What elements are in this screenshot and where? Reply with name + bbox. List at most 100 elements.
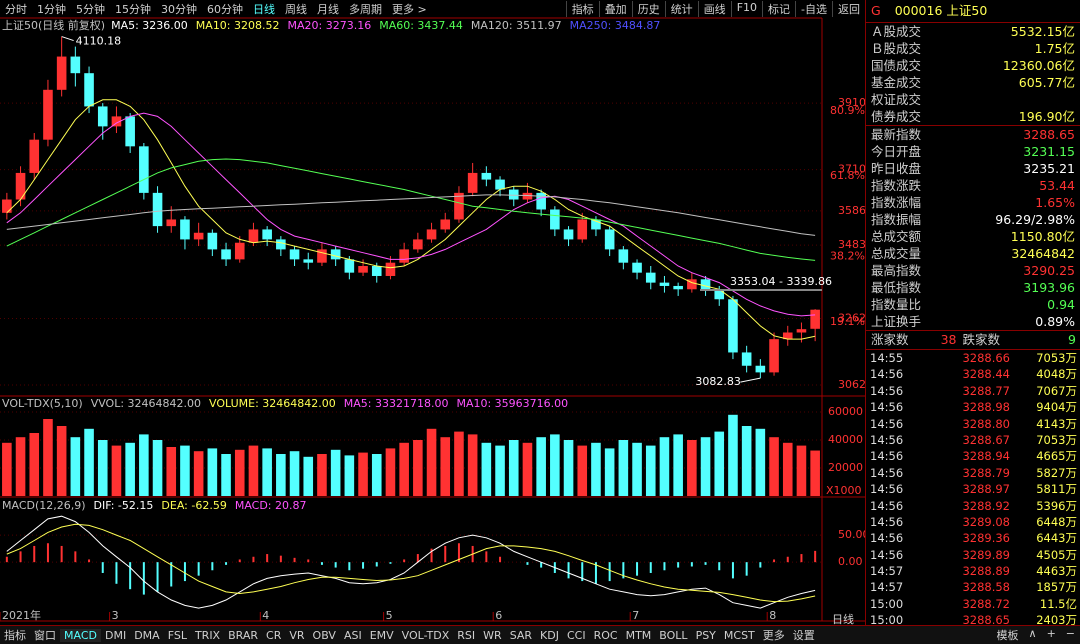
up-count: 38 <box>909 331 957 349</box>
indicator-tab[interactable]: BRAR <box>224 629 262 642</box>
indicator-tab[interactable]: 更多 <box>759 627 789 643</box>
template-button[interactable]: 模板 <box>992 627 1024 643</box>
indicator-tab[interactable]: TRIX <box>191 629 224 642</box>
volume-bar <box>194 451 204 496</box>
x-tick-label: 8 <box>769 609 776 622</box>
indicator-tab[interactable]: DMA <box>130 629 164 642</box>
candle-body <box>208 233 218 250</box>
candle-body <box>673 286 683 289</box>
volume-bar <box>495 446 505 496</box>
candle-body <box>728 299 738 352</box>
indicator-tab[interactable]: EMV <box>366 629 398 642</box>
trade-time: 14:56 <box>870 366 930 382</box>
dea-line <box>7 524 815 601</box>
volume-bar <box>235 450 245 496</box>
template-button[interactable]: ∧ <box>1024 627 1042 643</box>
trade-time: 15:00 <box>870 596 930 612</box>
indicator-tab[interactable]: ASI <box>340 629 366 642</box>
indicator-tab[interactable]: FSL <box>164 629 191 642</box>
indicator-tab[interactable]: VOL-TDX <box>398 629 454 642</box>
quote-value: 3290.25 <box>1023 262 1075 279</box>
trade-price: 3288.92 <box>930 498 1010 514</box>
candle-body <box>262 229 272 239</box>
candle-body <box>125 116 135 146</box>
indicator-tab[interactable]: VR <box>285 629 308 642</box>
y-tick-label: 40000 <box>828 433 863 446</box>
legend-item: VOLUME: 32464842.00 <box>209 397 336 410</box>
candle-body <box>71 57 81 74</box>
trade-time: 14:56 <box>870 448 930 464</box>
candle-body <box>98 106 108 126</box>
quote-label: 国债成交 <box>871 57 921 74</box>
trade-price: 3289.08 <box>930 514 1010 530</box>
candle-body <box>249 229 259 242</box>
trade-time: 14:56 <box>870 514 930 530</box>
volume-bar <box>139 434 149 496</box>
trade-volume: 6443万 <box>1010 530 1077 546</box>
volume-bar <box>358 453 368 496</box>
volume-bar <box>386 448 396 496</box>
indicator-tab[interactable]: CCI <box>563 629 590 642</box>
volume-bar <box>468 434 478 496</box>
trade-price: 3288.77 <box>930 383 1010 399</box>
trade-volume: 4143万 <box>1010 416 1077 432</box>
volume-bar <box>125 443 135 496</box>
quote-value: 196.90亿 <box>1019 108 1075 125</box>
candle-body <box>810 310 820 329</box>
candle-body <box>276 239 286 249</box>
indicator-tab[interactable]: OBV <box>309 629 340 642</box>
indicator-tab[interactable]: SAR <box>506 629 536 642</box>
volume-bar <box>564 440 574 496</box>
candle-body <box>564 229 574 239</box>
indicator-tab[interactable]: MTM <box>622 629 656 642</box>
quote-value: 3288.65 <box>1023 126 1075 143</box>
trade-time: 14:56 <box>870 432 930 448</box>
quote-label: 最新指数 <box>871 126 921 143</box>
indicator-tab[interactable]: ROC <box>590 629 622 642</box>
legend-item: MACD: 20.87 <box>235 499 307 512</box>
candle-body <box>742 352 752 365</box>
trade-price: 3288.94 <box>930 448 1010 464</box>
trade-volume: 11.5亿 <box>1010 596 1077 612</box>
indicator-tab[interactable]: RSI <box>453 629 479 642</box>
fib-label: 61.8% <box>830 169 865 182</box>
quote-label: 指数涨跌 <box>871 177 921 194</box>
trade-time: 14:56 <box>870 547 930 563</box>
indicator-tab[interactable]: KDJ <box>536 629 563 642</box>
indicator-tab[interactable]: PSY <box>692 629 720 642</box>
quote-value: 1150.80亿 <box>1011 228 1075 245</box>
indicator-tab[interactable]: 窗口 <box>30 627 60 643</box>
indicator-tab[interactable]: DMI <box>101 629 130 642</box>
volume-bar <box>262 448 272 496</box>
indicator-tab[interactable]: BOLL <box>655 629 691 642</box>
unit-label: X1000 <box>826 484 862 497</box>
legend-item: MA5: 33321718.00 <box>344 397 449 410</box>
chart-title: 上证50(日线 前复权) <box>2 18 105 32</box>
indicator-tab[interactable]: MCST <box>720 629 759 642</box>
indicator-tab[interactable]: 指标 <box>0 627 30 643</box>
period-label[interactable]: 日线 <box>832 611 854 627</box>
candle-body <box>413 239 423 249</box>
indicator-tab[interactable]: 设置 <box>789 627 819 643</box>
indicator-tab[interactable]: CR <box>262 629 285 642</box>
name: 上证50 <box>946 0 987 22</box>
trade-price: 3288.72 <box>930 596 1010 612</box>
template-button[interactable]: − <box>1061 627 1080 643</box>
volume-bar <box>2 443 12 496</box>
indicator-tab[interactable]: WR <box>479 629 506 642</box>
template-button[interactable]: + <box>1042 627 1061 643</box>
indicator-tab[interactable]: MACD <box>60 629 101 642</box>
